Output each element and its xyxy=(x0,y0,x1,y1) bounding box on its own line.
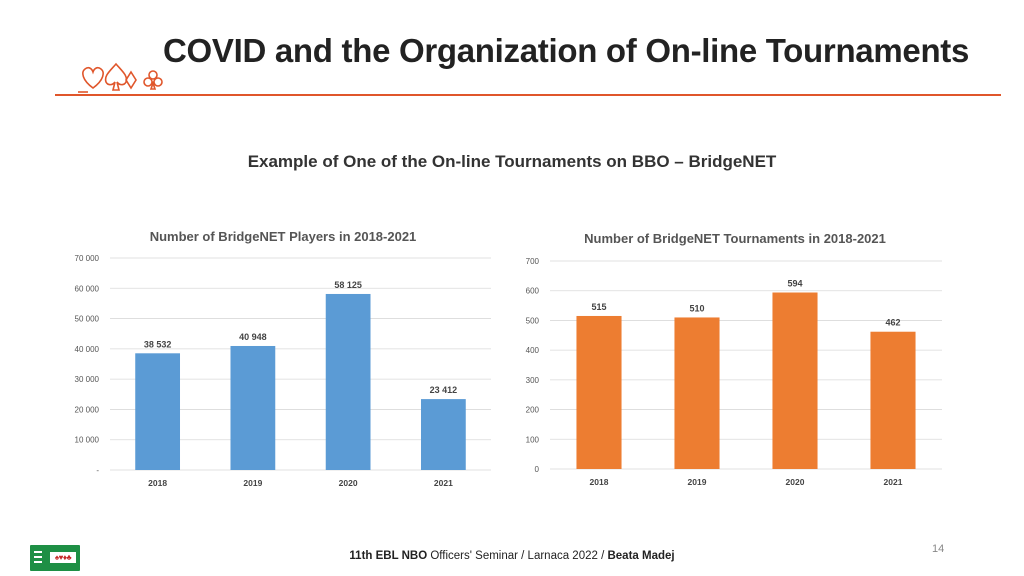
x-tick-label: 2020 xyxy=(786,477,805,487)
x-tick-label: 2018 xyxy=(148,478,167,488)
bar xyxy=(135,353,181,470)
footer-author: Beata Madej xyxy=(607,550,675,562)
y-tick-label: 50 000 xyxy=(75,315,100,324)
logo-suits-icon: ♠♥♦♣ xyxy=(50,552,76,563)
data-label: 510 xyxy=(689,303,704,313)
data-label: 40 948 xyxy=(239,332,267,342)
data-label: 594 xyxy=(787,278,802,288)
title-divider xyxy=(55,94,1001,96)
y-tick-label: 500 xyxy=(526,316,540,325)
logo-stripe xyxy=(34,551,42,553)
y-tick-label: 30 000 xyxy=(75,375,100,384)
x-tick-label: 2021 xyxy=(434,478,453,488)
y-tick-label: 700 xyxy=(526,257,540,266)
slide-title: COVID and the Organization of On-line To… xyxy=(163,32,970,69)
y-tick-label: 60 000 xyxy=(75,284,100,293)
footer-event-rest: Officers' Seminar / Larnaca 2022 / xyxy=(427,550,608,562)
players-chart-svg: Number of BridgeNET Players in 2018-2021… xyxy=(75,229,491,488)
card-suits-logo-icon xyxy=(78,62,163,93)
data-label: 515 xyxy=(591,302,606,312)
data-label: 462 xyxy=(885,318,900,328)
bar xyxy=(230,345,276,470)
data-label: 38 532 xyxy=(144,339,172,349)
bar xyxy=(674,317,720,469)
y-tick-label: 20 000 xyxy=(75,405,100,414)
ebl-logo: ♠♥♦♣ xyxy=(30,545,80,571)
footer-event-bold: 11th EBL NBO xyxy=(349,550,428,562)
logo-stripe xyxy=(34,556,42,558)
y-tick-label: 100 xyxy=(526,435,540,444)
logo-stripe xyxy=(34,561,42,563)
bar xyxy=(576,315,622,469)
tournaments-bar-chart: Number of BridgeNET Tournaments in 2018-… xyxy=(515,224,955,499)
bar xyxy=(325,293,371,470)
players-bar-chart: Number of BridgeNET Players in 2018-2021… xyxy=(55,222,505,497)
y-tick-label: 300 xyxy=(526,376,540,385)
y-tick-label: 400 xyxy=(526,346,540,355)
chart-title: Number of BridgeNET Players in 2018-2021 xyxy=(150,229,417,244)
x-tick-label: 2020 xyxy=(339,478,358,488)
chart-title: Number of BridgeNET Tournaments in 2018-… xyxy=(584,231,886,246)
y-tick-label: 200 xyxy=(526,406,540,415)
slide-subtitle: Example of One of the On-line Tournament… xyxy=(247,152,777,171)
bar xyxy=(772,292,818,469)
bar xyxy=(870,331,916,469)
y-tick-label: 600 xyxy=(526,287,540,296)
y-tick-label: - xyxy=(96,466,99,475)
data-label: 58 125 xyxy=(334,280,362,290)
x-tick-label: 2021 xyxy=(884,477,903,487)
y-tick-label: 70 000 xyxy=(75,254,100,263)
y-tick-label: 10 000 xyxy=(75,436,100,445)
y-tick-label: 40 000 xyxy=(75,345,100,354)
x-tick-label: 2018 xyxy=(590,477,609,487)
x-tick-label: 2019 xyxy=(243,478,262,488)
page-number: 14 xyxy=(932,543,945,555)
y-tick-label: 0 xyxy=(535,465,540,474)
data-label: 23 412 xyxy=(430,385,458,395)
bar xyxy=(420,399,466,470)
tournaments-chart-svg: Number of BridgeNET Tournaments in 2018-… xyxy=(526,231,942,487)
slide-footer: 11th EBL NBO Officers' Seminar / Larnaca… xyxy=(0,550,1024,562)
x-tick-label: 2019 xyxy=(688,477,707,487)
